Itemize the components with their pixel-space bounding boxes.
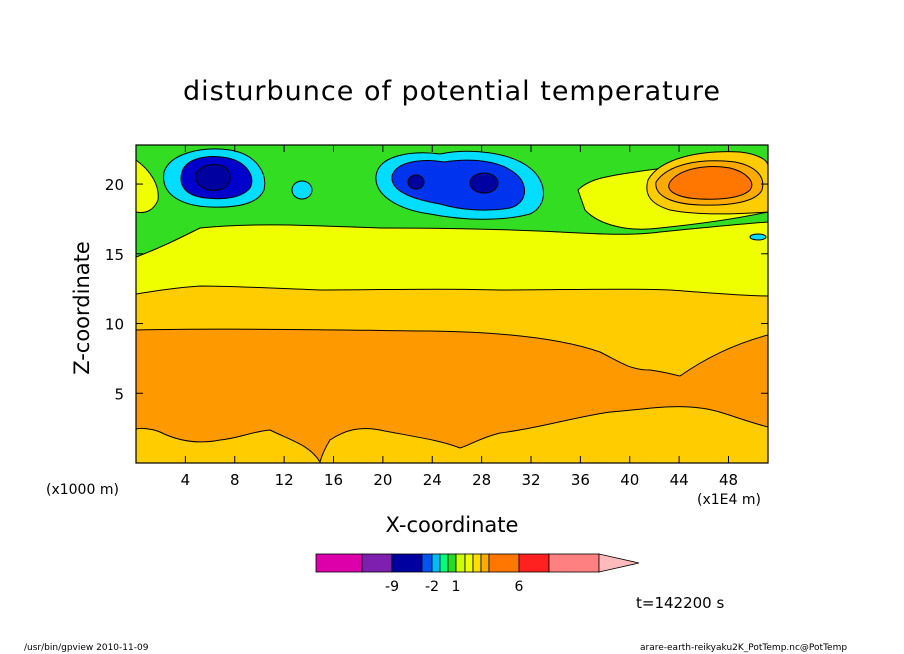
x-tick-label: 8 <box>230 471 240 489</box>
chart-title: disturbunce of potential temperature <box>183 76 721 107</box>
y-axis: 5 10 15 20 <box>105 176 768 403</box>
colorbar-segment <box>439 553 449 573</box>
colorbar-segment <box>315 553 363 573</box>
x-tick-label: 32 <box>521 471 540 489</box>
contour-navy-center-right <box>469 172 499 194</box>
y-tick-label: 10 <box>105 316 124 334</box>
colorbar-segment <box>472 553 482 573</box>
colorbar-segment <box>431 553 441 573</box>
contour-navy-center-left <box>407 174 425 190</box>
y-axis-unit: (x1000 m) <box>46 482 119 498</box>
colorbar-segment <box>480 553 490 573</box>
colorbar-extension-arrow <box>598 553 640 573</box>
contour-patch-yellow-left <box>136 159 159 213</box>
plot-frame <box>135 144 769 464</box>
time-label: t=142200 s <box>636 594 725 612</box>
x-tick-label: 4 <box>181 471 191 489</box>
x-tick-label: 40 <box>620 471 639 489</box>
colorbar-tick-label: -2 <box>425 579 439 595</box>
colorbar-segment <box>548 553 600 573</box>
x-tick-label: 36 <box>571 471 590 489</box>
contour-band-yellow <box>136 219 768 297</box>
colorbar-tick-label: -9 <box>385 579 399 595</box>
contour-field <box>136 145 768 463</box>
x-tick-label: 28 <box>472 471 491 489</box>
colorbar-tick-label: 6 <box>515 579 524 595</box>
x-tick-label: 16 <box>324 471 343 489</box>
footer-program-info: /usr/bin/gpview 2010-11-09 <box>24 643 149 653</box>
colorbar-segment <box>447 553 457 573</box>
x-axis: 4 8 12 16 20 24 28 32 36 40 44 48 <box>181 145 738 489</box>
footer-file-info: arare-earth-reikyaku2K_PotTemp.nc@PotTem… <box>640 643 848 653</box>
colorbar-segment <box>361 553 393 573</box>
y-axis-label: Z-coordinate <box>70 241 94 375</box>
y-tick-label: 5 <box>114 385 124 403</box>
y-tick-label: 20 <box>105 176 124 194</box>
contour-blue-center <box>391 159 525 211</box>
colorbar-segment <box>455 553 466 573</box>
colorbar-segment <box>421 553 433 573</box>
contour-cyan-small <box>291 180 313 200</box>
x-axis-label: X-coordinate <box>385 513 519 537</box>
x-axis-unit: (x1E4 m) <box>697 492 761 508</box>
x-tick-label: 12 <box>275 471 294 489</box>
y-tick-label: 15 <box>105 246 124 264</box>
x-tick-label: 48 <box>719 471 738 489</box>
colorbar-ticks: -9 -2 1 6 <box>385 579 524 595</box>
contour-navy-left <box>195 164 231 191</box>
x-tick-label: 20 <box>373 471 392 489</box>
colorbar-segment <box>518 553 550 573</box>
x-tick-label: 24 <box>423 471 442 489</box>
contour-band-orange <box>136 328 768 463</box>
colorbar-tick-label: 1 <box>452 579 461 595</box>
colorbar-segment <box>391 553 423 573</box>
colorbar <box>315 553 640 573</box>
contour-blob-orange-core <box>668 166 753 200</box>
colorbar-segment <box>464 553 474 573</box>
contour-cyan-edge <box>749 233 767 241</box>
x-tick-label: 44 <box>670 471 689 489</box>
colorbar-segment <box>488 553 520 573</box>
